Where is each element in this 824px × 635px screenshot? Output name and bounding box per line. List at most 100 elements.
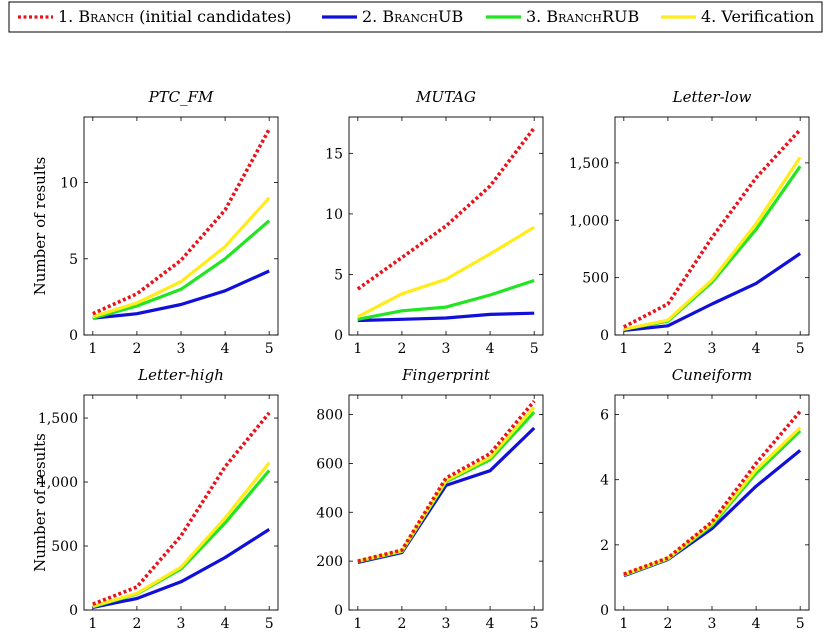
y-tick-label: 10	[60, 176, 78, 192]
chart-panel-5: Fingerprint 1 2 3 4 5 0 200 400 600 800	[316, 366, 544, 632]
x-tick-label: 2	[132, 616, 141, 632]
y-tick-label: 4	[600, 473, 609, 489]
y-tick-label: 0	[334, 328, 343, 344]
x-tick-label: 5	[265, 341, 274, 357]
series-line-1	[92, 411, 271, 606]
x-tick-label: 5	[265, 616, 274, 632]
y-tick-label: 5	[69, 252, 78, 268]
x-tick-label: 4	[752, 616, 761, 632]
x-tick-label: 4	[486, 616, 495, 632]
y-axis-label: Number of results	[31, 433, 49, 572]
y-tick-label: 1,500	[38, 411, 78, 427]
series-line-2	[357, 311, 535, 323]
series-line-4	[623, 156, 802, 331]
y-tick-label: 0	[69, 603, 78, 619]
series-line-1	[622, 128, 802, 329]
legend-label-1: 1. Branch (initial candidates)	[58, 7, 291, 26]
series-line-1	[623, 410, 802, 576]
series-line-2	[92, 528, 271, 609]
x-tick-label: 1	[88, 616, 97, 632]
x-tick-label: 3	[177, 616, 186, 632]
x-tick-label: 5	[796, 616, 805, 632]
plot-frame	[83, 394, 279, 611]
series-line-2	[357, 426, 536, 564]
chart-title: Letter-low	[672, 88, 752, 106]
y-tick-label: 10	[325, 207, 343, 223]
y-tick-label: 0	[69, 328, 78, 344]
series-line-1	[357, 399, 536, 563]
x-tick-label: 4	[221, 616, 230, 632]
series-line-4	[92, 461, 271, 608]
x-tick-label: 2	[132, 341, 141, 357]
series-line-4	[623, 426, 802, 577]
y-tick-label: 6	[600, 408, 609, 424]
chart-panel-1: PTC_FM 1 2 3 4 5 0 5 10 Number of results	[31, 88, 279, 357]
plot-frame	[348, 116, 544, 336]
series-line-2	[623, 252, 802, 332]
x-tick-label: 2	[397, 616, 406, 632]
series-line-1	[92, 128, 271, 316]
x-tick-label: 3	[442, 341, 451, 357]
y-tick-label: 600	[316, 456, 343, 472]
chart-title: Cuneiform	[672, 366, 752, 384]
legend-item-2: 2. BranchUB	[322, 7, 463, 26]
chart-panel-3: Letter-low 1 2 3 4 5 0 500 1,000 1,500	[569, 88, 810, 357]
y-tick-label: 1,000	[38, 475, 78, 491]
legend-item-3: 3. BranchRUB	[486, 7, 639, 26]
y-tick-label: 1,000	[569, 213, 609, 229]
plot-frame	[83, 116, 279, 336]
chart-title: Fingerprint	[401, 366, 491, 384]
x-tick-label: 1	[353, 341, 362, 357]
x-tick-label: 5	[796, 341, 805, 357]
chart-panel-4: Letter-high 1 2 3 4 5 0 500 1,000 1,500 Number of …	[31, 366, 279, 632]
y-tick-label: 0	[600, 603, 609, 619]
y-axis-label: Number of results	[31, 157, 49, 296]
x-tick-label: 2	[397, 341, 406, 357]
y-tick-label: 800	[316, 408, 343, 424]
legend-label-4: 4. Verification	[701, 7, 814, 26]
y-tick-label: 5	[334, 267, 343, 283]
series-line-1	[356, 126, 536, 291]
y-tick-label: 0	[600, 328, 609, 344]
x-tick-label: 4	[752, 341, 761, 357]
x-tick-label: 1	[353, 616, 362, 632]
legend-item-4: 4. Verification	[661, 7, 814, 26]
x-tick-label: 4	[486, 341, 495, 357]
x-tick-label: 2	[663, 341, 672, 357]
x-tick-label: 4	[221, 341, 230, 357]
y-tick-label: 500	[582, 271, 609, 287]
chart-title: MUTAG	[415, 88, 476, 106]
y-tick-label: 200	[316, 554, 343, 570]
x-tick-label: 5	[530, 341, 539, 357]
series-line-3	[92, 469, 271, 609]
legend-label-2: 2. BranchUB	[362, 7, 463, 26]
series-line-3	[357, 278, 535, 321]
series-line-4	[92, 196, 271, 319]
x-tick-label: 1	[88, 341, 97, 357]
legend-item-1: 1. Branch (initial candidates)	[18, 7, 291, 26]
series-line-2	[92, 269, 270, 320]
x-tick-label: 3	[442, 616, 451, 632]
series-line-3	[92, 219, 271, 320]
chart-panel-6: Cuneiform 1 2 3 4 5 0 2 4 6	[600, 366, 810, 632]
x-tick-label: 3	[177, 341, 186, 357]
chart-title: Letter-high	[137, 366, 224, 384]
series-line-2	[623, 449, 802, 578]
chart-title: PTC_FM	[148, 88, 214, 106]
x-tick-label: 5	[530, 616, 539, 632]
legend: 1. Branch (initial candidates) 2. BranchU…	[8, 1, 823, 33]
x-tick-label: 2	[663, 616, 672, 632]
y-tick-label: 15	[325, 146, 343, 162]
x-tick-label: 3	[708, 341, 717, 357]
y-tick-label: 1,500	[569, 156, 609, 172]
chart-panel-2: MUTAG 1 2 3 4 5 0 5 10 15	[325, 88, 544, 357]
series-line-4	[357, 225, 536, 319]
plot-frame	[614, 394, 810, 611]
x-tick-label: 1	[619, 616, 628, 632]
y-tick-label: 500	[51, 539, 78, 555]
x-tick-label: 3	[708, 616, 717, 632]
y-tick-label: 400	[316, 505, 343, 521]
y-tick-label: 0	[334, 603, 343, 619]
y-tick-label: 2	[600, 538, 609, 554]
